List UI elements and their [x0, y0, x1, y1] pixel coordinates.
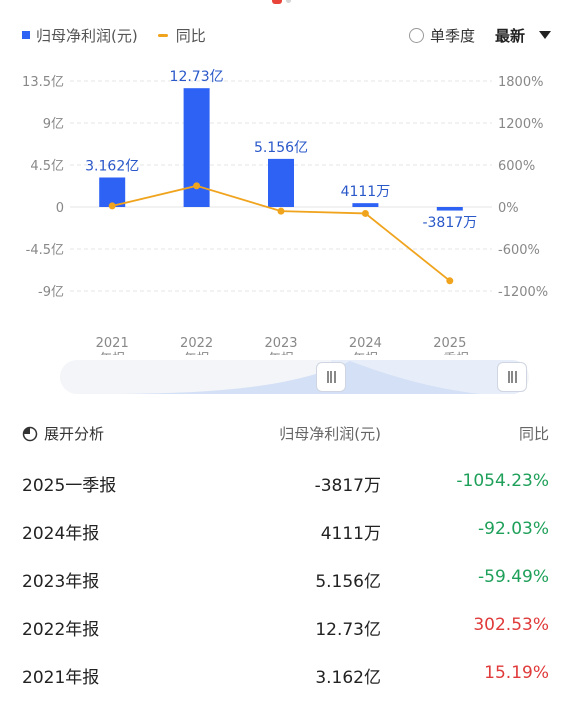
x-axis-period-label: 年报 — [268, 352, 294, 355]
right-axis-tick-label: 600% — [498, 159, 535, 174]
row-period: 2025一季报 — [22, 476, 117, 496]
row-yoy: -1054.23% — [456, 471, 549, 491]
row-yoy: -59.49% — [478, 567, 549, 587]
row-value: 3.162亿 — [315, 668, 381, 688]
x-axis-period-label: 年报 — [184, 352, 210, 355]
x-axis-year-label: 2024 — [349, 336, 382, 351]
slider-preview — [60, 361, 529, 394]
profit-bar — [436, 207, 463, 211]
quarter-radio[interactable]: 单季度 — [408, 25, 475, 46]
bar-data-label: 5.156亿 — [254, 140, 308, 156]
yoy-point — [193, 182, 201, 190]
right-axis-tick-label: 0% — [498, 201, 519, 216]
table-header: 展开分析 归母净利润(元) 同比 — [22, 423, 549, 449]
slider-track[interactable] — [60, 360, 529, 394]
bar-data-label: 4111万 — [341, 184, 391, 200]
chart-header: 归母净利润(元) 同比 单季度 最新 — [22, 22, 551, 48]
right-axis-tick-label: 1200% — [498, 117, 543, 132]
left-axis-tick-label: 4.5亿 — [30, 159, 64, 174]
slider-preview-area — [60, 361, 529, 394]
profit-bar — [352, 203, 379, 207]
left-axis-tick-label: 0 — [56, 201, 64, 216]
right-axis-tick-label: -1200% — [498, 285, 548, 300]
row-period: 2023年报 — [22, 572, 100, 592]
range-dropdown[interactable]: 最新 — [495, 25, 551, 46]
slider-right-handle[interactable] — [497, 362, 527, 392]
grip-icon — [507, 371, 517, 383]
profit-bar — [268, 158, 294, 207]
x-axis-year-label: 2022 — [180, 336, 213, 351]
table-row[interactable]: 2024年报 4111万 -92.03% — [22, 519, 549, 549]
row-yoy: 302.53% — [473, 615, 549, 635]
row-value: 4111万 — [320, 524, 381, 544]
left-axis-tick-label: -9亿 — [38, 285, 64, 300]
page-indicator-active — [272, 0, 282, 4]
profit-chart: 13.5亿 9亿 4.5亿 0 -4.5亿 -9亿 1800% 1200% 600% 0% -600… — [22, 69, 548, 355]
caret-down-icon — [539, 31, 551, 39]
table-row[interactable]: 2022年报 12.73亿 302.53% — [22, 615, 549, 645]
profit-bar — [99, 177, 126, 207]
slider-left-handle[interactable] — [316, 362, 346, 392]
x-axis-year-label: 2025 — [433, 336, 466, 351]
row-yoy: 15.19% — [484, 663, 549, 683]
row-period: 2022年报 — [22, 620, 100, 640]
bar-data-label: 12.73亿 — [170, 69, 224, 85]
bar-data-label: 3.162亿 — [85, 158, 139, 174]
grip-icon — [326, 371, 336, 383]
quarter-radio-label: 单季度 — [429, 26, 475, 45]
right-axis-tick-label: -600% — [498, 243, 540, 258]
legend-bar-label: 归母净利润(元) — [36, 26, 138, 45]
yoy-point — [108, 202, 116, 210]
bar-data-label: -3817万 — [422, 215, 477, 231]
yoy-column-header: 同比 — [518, 425, 549, 443]
chart-controls: 单季度 最新 — [408, 25, 551, 46]
row-period: 2024年报 — [22, 524, 100, 544]
expand-analysis-label: 展开分析 — [44, 425, 105, 443]
expand-analysis-button[interactable]: 展开分析 — [22, 423, 104, 444]
yoy-point — [446, 277, 454, 285]
x-axis-period-label: 一季报 — [430, 352, 469, 355]
row-value: -3817万 — [314, 476, 381, 496]
row-period: 2021年报 — [22, 668, 100, 688]
x-axis-year-label: 2021 — [96, 336, 129, 351]
page-indicator — [272, 0, 302, 6]
pie-chart-icon — [22, 426, 38, 441]
yoy-point — [361, 209, 369, 217]
left-axis-tick-label: 13.5亿 — [22, 75, 64, 90]
table-row[interactable]: 2023年报 5.156亿 -59.49% — [22, 567, 549, 597]
row-value: 5.156亿 — [315, 572, 381, 592]
row-value: 12.73亿 — [315, 620, 381, 640]
row-yoy: -92.03% — [478, 519, 549, 539]
table-row[interactable]: 2021年报 3.162亿 15.19% — [22, 663, 549, 693]
left-axis-tick-label: -4.5亿 — [26, 243, 64, 258]
x-axis-period-label: 年报 — [99, 352, 125, 355]
x-axis-period-label: 年报 — [352, 352, 378, 355]
value-column-header: 归母净利润(元) — [279, 425, 381, 443]
x-axis-year-label: 2023 — [264, 336, 297, 351]
legend-line-series[interactable]: 同比 — [157, 25, 206, 46]
legend-line-swatch — [157, 33, 168, 37]
left-axis-tick-label: 9亿 — [43, 117, 64, 132]
right-axis-tick-label: 1800% — [498, 75, 543, 90]
legend-bar-swatch — [22, 31, 30, 39]
range-slider[interactable] — [60, 360, 529, 394]
page-indicator-inactive — [286, 0, 291, 3]
range-dropdown-label: 最新 — [494, 26, 525, 45]
yoy-point — [277, 207, 285, 215]
legend-bar-series[interactable]: 归母净利润(元) — [22, 25, 138, 46]
legend-line-label: 同比 — [175, 26, 206, 45]
radio-circle-icon[interactable] — [408, 27, 424, 43]
table-row[interactable]: 2025一季报 -3817万 -1054.23% — [22, 471, 549, 501]
